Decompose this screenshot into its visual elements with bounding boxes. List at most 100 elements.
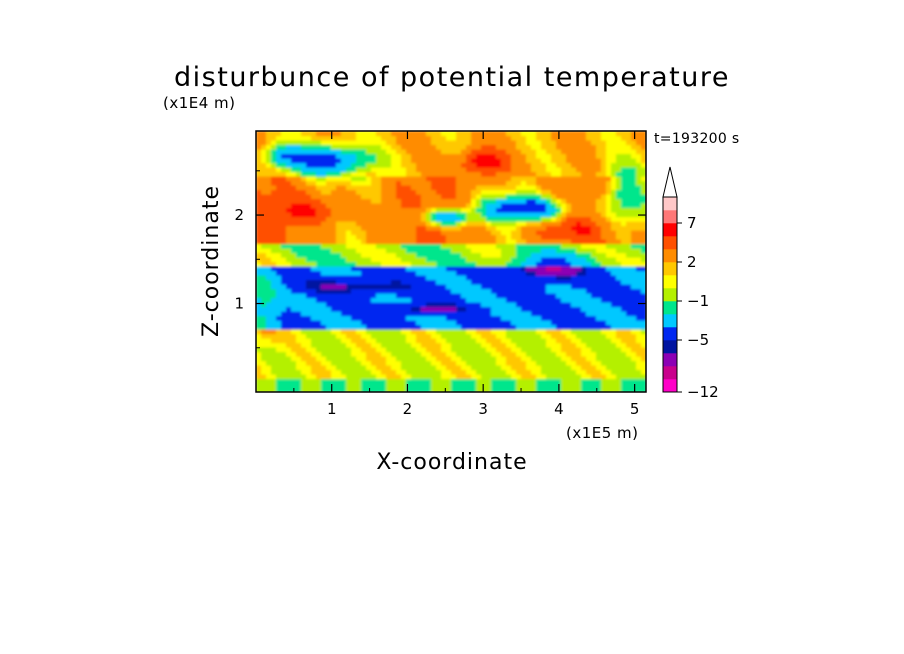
field-cell: [556, 288, 562, 294]
field-cell: [601, 248, 607, 254]
field-cell: [371, 347, 377, 353]
field-cell: [416, 275, 422, 281]
field-cell: [401, 320, 407, 326]
field-cell: [426, 306, 432, 312]
field-cell: [256, 351, 262, 357]
field-cell: [451, 347, 457, 353]
field-cell: [416, 356, 422, 362]
field-cell: [416, 207, 422, 213]
field-cell: [461, 306, 467, 312]
field-cell: [356, 351, 362, 357]
field-cell: [606, 302, 612, 308]
field-cell: [636, 333, 642, 339]
field-cell: [496, 315, 502, 321]
field-cell: [256, 162, 262, 168]
field-cell: [441, 131, 447, 137]
field-cell: [271, 356, 277, 362]
field-cell: [531, 347, 537, 353]
field-cell: [481, 333, 487, 339]
field-cell: [331, 212, 337, 218]
field-cell: [446, 324, 452, 330]
field-cell: [331, 131, 337, 137]
field-cell: [531, 365, 537, 371]
field-cell: [551, 230, 557, 236]
field-cell: [351, 131, 357, 137]
field-cell: [526, 135, 532, 141]
field-cell: [346, 176, 352, 182]
field-cell: [261, 306, 267, 312]
field-cell: [311, 140, 317, 146]
field-cell: [396, 284, 402, 290]
field-cell: [631, 234, 637, 240]
field-cell: [491, 266, 497, 272]
field-cell: [376, 347, 382, 353]
field-cell: [336, 140, 342, 146]
field-cell: [551, 383, 557, 389]
field-cell: [351, 297, 357, 303]
field-cell: [266, 324, 272, 330]
field-cell: [546, 230, 552, 236]
field-cell: [446, 180, 452, 186]
field-cell: [551, 234, 557, 240]
field-cell: [506, 302, 512, 308]
field-cell: [291, 279, 297, 285]
field-cell: [541, 365, 547, 371]
field-cell: [271, 171, 277, 177]
field-cell: [351, 306, 357, 312]
field-cell: [556, 185, 562, 191]
field-cell: [511, 387, 517, 392]
field-cell: [326, 356, 332, 362]
field-cell: [271, 324, 277, 330]
field-cell: [376, 176, 382, 182]
field-cell: [456, 306, 462, 312]
field-cell: [626, 153, 632, 159]
field-cell: [586, 194, 592, 200]
field-cell: [346, 185, 352, 191]
field-cell: [571, 311, 577, 317]
field-cell: [541, 383, 547, 389]
field-cell: [531, 387, 537, 392]
field-cell: [541, 203, 547, 209]
field-cell: [281, 216, 287, 222]
field-cell: [321, 369, 327, 375]
field-cell: [331, 320, 337, 326]
field-cell: [266, 293, 272, 299]
field-cell: [596, 279, 602, 285]
field-cell: [391, 293, 397, 299]
field-cell: [351, 252, 357, 258]
field-cell: [506, 329, 512, 335]
field-cell: [371, 135, 377, 141]
field-cell: [501, 279, 507, 285]
field-cell: [281, 149, 287, 155]
field-cell: [291, 158, 297, 164]
field-cell: [366, 158, 372, 164]
field-cell: [621, 315, 627, 321]
field-cell: [426, 270, 432, 276]
field-cell: [631, 162, 637, 168]
field-cell: [361, 230, 367, 236]
field-cell: [626, 365, 632, 371]
field-cell: [641, 293, 646, 299]
field-cell: [471, 153, 477, 159]
field-cell: [596, 176, 602, 182]
field-cell: [381, 176, 387, 182]
field-cell: [356, 338, 362, 344]
field-cell: [381, 212, 387, 218]
field-cell: [411, 225, 417, 231]
field-cell: [521, 221, 527, 227]
field-cell: [321, 176, 327, 182]
field-cell: [526, 333, 532, 339]
field-cell: [396, 207, 402, 213]
field-cell: [446, 342, 452, 348]
field-cell: [611, 311, 617, 317]
field-cell: [456, 378, 462, 384]
field-cell: [561, 338, 567, 344]
field-cell: [326, 270, 332, 276]
field-cell: [566, 194, 572, 200]
field-cell: [446, 374, 452, 380]
field-cell: [326, 342, 332, 348]
field-cell: [326, 176, 332, 182]
field-cell: [566, 369, 572, 375]
field-cell: [501, 176, 507, 182]
